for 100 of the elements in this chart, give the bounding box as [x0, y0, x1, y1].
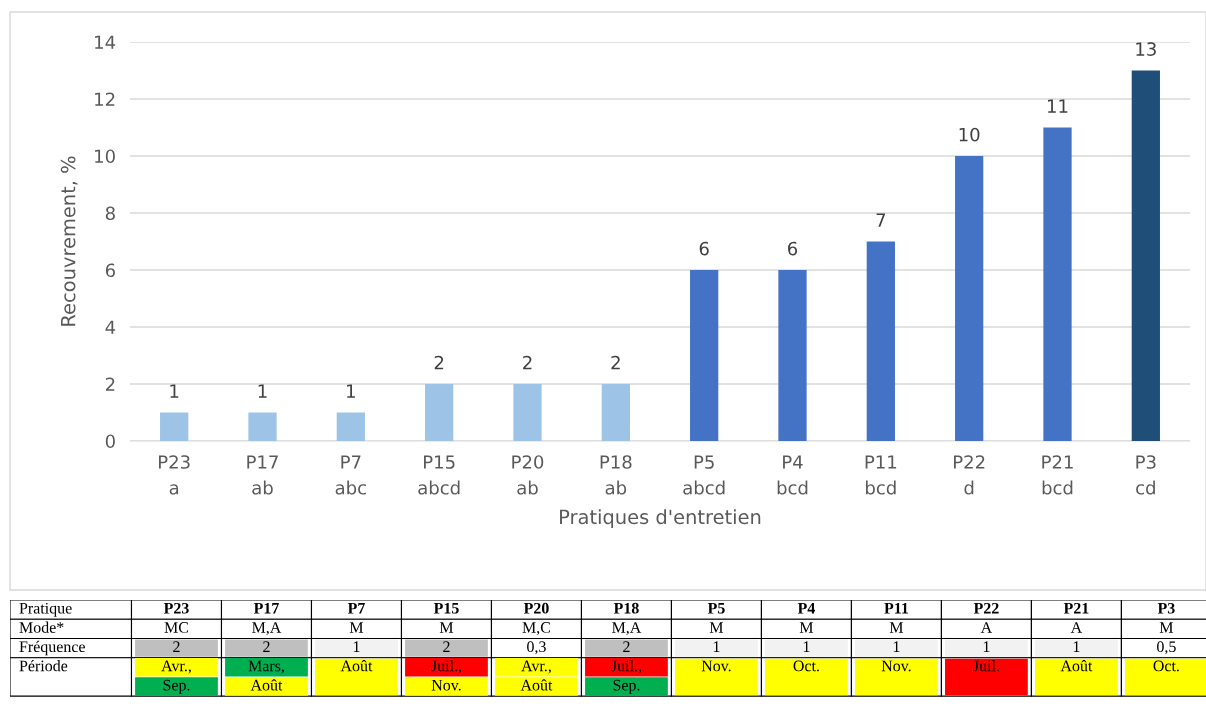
y-tick-label: 12 — [95, 92, 115, 106]
text: Juil., — [431, 660, 461, 674]
data-label: 6 — [699, 241, 709, 256]
bar — [690, 270, 719, 441]
text: Nov. — [881, 660, 911, 672]
category-label: P23 — [163, 602, 189, 614]
bar — [778, 270, 807, 441]
bar — [160, 412, 189, 441]
bar — [513, 384, 542, 441]
text: Avr., — [521, 660, 551, 674]
category-label: P22 — [973, 602, 999, 614]
y-tick-label: 0 — [105, 434, 115, 449]
x-tick-label: P5 abcd — [683, 455, 725, 495]
text: Avr., — [161, 660, 191, 674]
text: Sep. — [613, 679, 640, 694]
data-label: 2 — [611, 355, 620, 370]
category-label: P15 — [433, 602, 459, 614]
x-tick-label: P11 bcd — [865, 455, 897, 495]
text: Juil. — [973, 660, 999, 672]
text: Oct. — [1153, 660, 1179, 672]
bar — [248, 412, 277, 441]
text: M — [709, 622, 724, 633]
x-tick-label: P17 ab — [247, 455, 278, 495]
data-label: 2 — [434, 355, 444, 370]
category-label: P21 — [1063, 602, 1089, 614]
category-label: Pratique — [19, 602, 72, 617]
text: Août — [340, 660, 373, 672]
x-tick-label: P23 a — [159, 455, 190, 495]
text: M,A — [252, 622, 282, 636]
bar — [601, 384, 630, 441]
bar — [866, 241, 895, 441]
text: M — [439, 622, 454, 633]
category-label: P3 — [1157, 602, 1175, 614]
data-label: 13 — [1136, 42, 1156, 56]
bar — [336, 412, 365, 441]
text: 0,5 — [1157, 641, 1176, 655]
text: 1 — [983, 641, 990, 652]
category-label: Fréquence — [19, 640, 85, 656]
category-label: P18 — [613, 602, 639, 614]
y-tick-label: 8 — [105, 206, 115, 221]
x-axis-title: Pratiques d'entretien — [560, 509, 761, 528]
text: 1 — [893, 641, 900, 652]
text: Août — [520, 679, 553, 691]
category-label: P20 — [523, 602, 549, 614]
y-axis-title: Recouvrement, % — [60, 156, 78, 326]
category-label: Période — [19, 660, 68, 672]
text: 1 — [1073, 641, 1080, 652]
data-label: 1 — [258, 384, 267, 398]
x-tick-label: P20 ab — [512, 455, 544, 495]
text: 1 — [803, 641, 810, 652]
text: 0,3 — [527, 641, 546, 655]
x-tick-label: P18 ab — [600, 455, 632, 495]
text: 2 — [443, 641, 450, 652]
category-label: P5 — [707, 603, 725, 614]
text: Nov. — [431, 679, 461, 691]
text: 2 — [263, 641, 270, 652]
category-label: P7 — [347, 603, 365, 614]
bar — [1131, 70, 1160, 441]
text: Mars, — [248, 660, 284, 674]
text: MC — [164, 622, 189, 633]
text: 1 — [713, 641, 720, 652]
data-label: 11 — [1048, 99, 1068, 113]
data-label: 10 — [959, 127, 980, 142]
y-tick-label: 14 — [95, 35, 116, 49]
category-label: P4 — [797, 602, 816, 614]
category-label: Mode* — [19, 621, 64, 633]
x-tick-label: P3 cd — [1136, 455, 1156, 495]
bar — [955, 156, 984, 441]
y-tick-label: 4 — [105, 320, 116, 334]
data-label: 2 — [523, 355, 532, 370]
y-tick-label: 2 — [105, 377, 115, 391]
bar — [425, 384, 454, 441]
y-tick-label: 10 — [95, 149, 115, 164]
text: M — [889, 622, 904, 633]
x-tick-label: P4 bcd — [777, 455, 808, 495]
text: M — [349, 622, 364, 633]
bar — [1043, 127, 1072, 441]
text: 2 — [623, 641, 630, 652]
x-tick-label: P7 abc — [335, 455, 366, 495]
category-label: P11 — [884, 602, 909, 614]
text: M — [1159, 622, 1174, 633]
text: Juil., — [611, 660, 641, 674]
data-label: 7 — [876, 213, 886, 227]
text: 2 — [173, 641, 180, 652]
x-tick-label: P22 d — [954, 455, 985, 495]
data-label: 1 — [170, 384, 179, 398]
data-label: 1 — [347, 384, 355, 398]
text: Oct. — [793, 660, 819, 672]
x-tick-label: P15 abcd — [418, 455, 460, 495]
x-tick-label: P21 bcd — [1042, 455, 1073, 495]
text: A — [980, 622, 993, 633]
text: A — [1070, 622, 1083, 633]
text: Nov. — [701, 660, 731, 672]
y-tick-label: 6 — [105, 263, 115, 278]
text: Août — [250, 679, 283, 691]
text: Sep. — [163, 679, 190, 694]
text: M,C — [522, 622, 550, 636]
data-label: 6 — [788, 241, 798, 256]
text: Août — [1060, 660, 1093, 672]
category-label: P17 — [253, 602, 279, 614]
